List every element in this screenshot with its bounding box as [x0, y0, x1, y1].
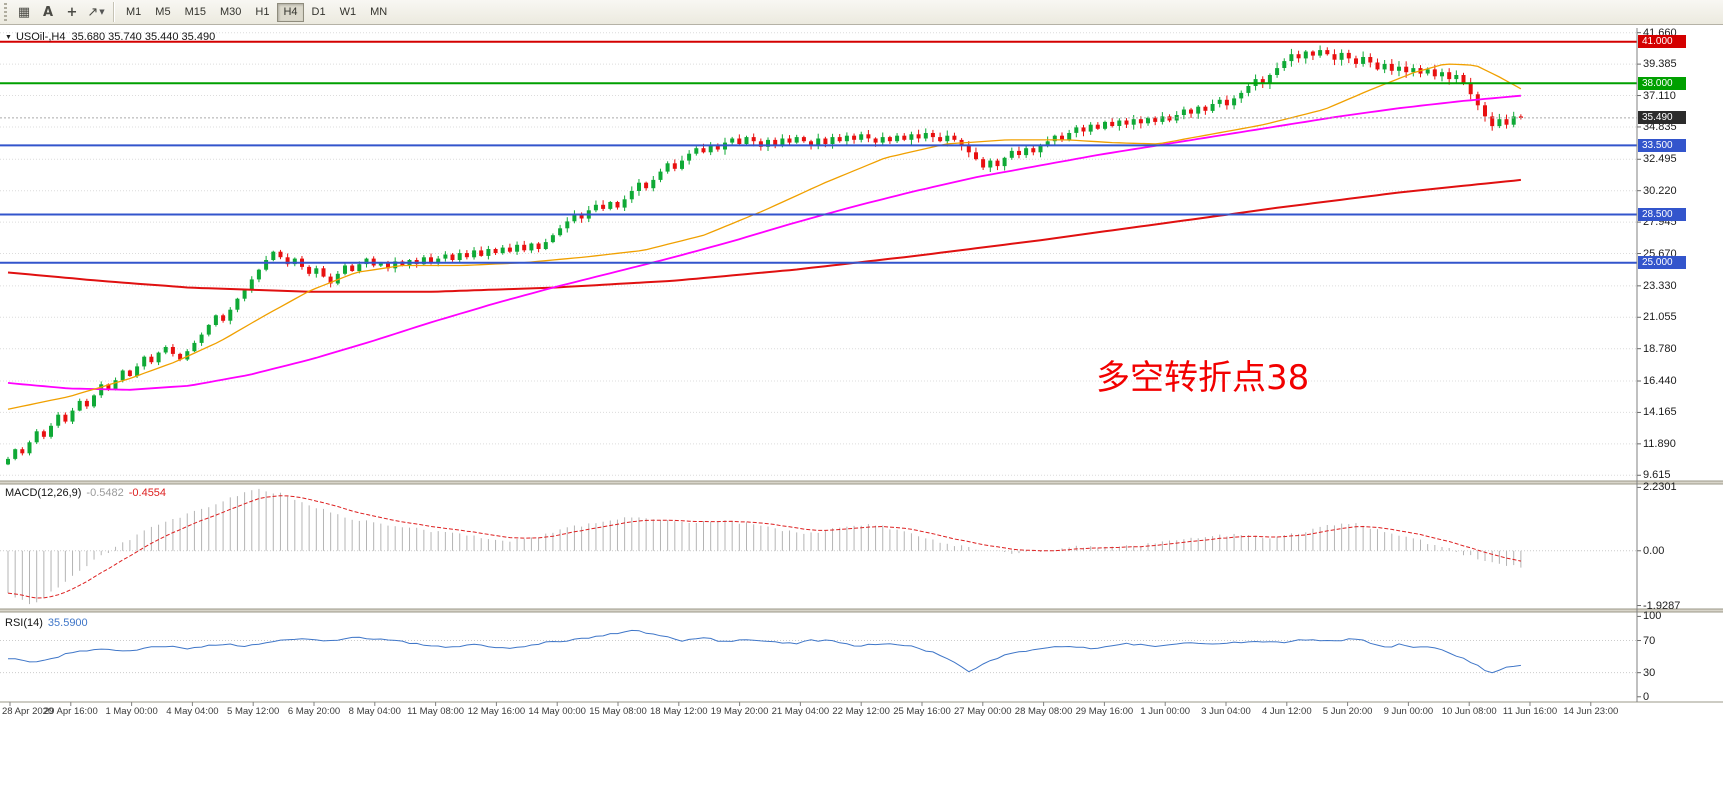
timeframe-button-m1[interactable]: M1 — [120, 3, 147, 22]
chart-window: 41.660 39.385 37.110 34.835 32.495 30.220 27.9… — [0, 26, 1723, 794]
chart-title: ▼ USOil-,H4 35.680 35.740 35.440 35.490 — [5, 31, 215, 43]
main-chart-area[interactable] — [0, 28, 1637, 481]
chart-ohlc-values: 35.680 35.740 35.440 35.490 — [71, 31, 216, 43]
chevron-down-icon: ▼ — [99, 7, 105, 16]
time-axis[interactable] — [0, 702, 1723, 794]
timeframe-button-m5[interactable]: M5 — [149, 3, 176, 22]
macd-name: MACD(12,26,9) — [5, 487, 82, 499]
line-tools-icon: ↗ — [87, 4, 99, 20]
timeframe-toolbar: M1 M5 M15 M30 H1 H4 D1 W1 MN — [120, 2, 393, 22]
macd-signal-line — [7, 495, 1522, 599]
timeframe-button-h4[interactable]: H4 — [277, 2, 304, 22]
rsi-panel-area[interactable] — [0, 614, 1637, 700]
rsi-line — [7, 629, 1521, 674]
rsi-label: RSI(14) 35.5900 — [5, 617, 93, 629]
toolbar-separator — [113, 2, 115, 22]
panel-separator[interactable] — [0, 481, 1723, 484]
ma-mid-line — [7, 94, 1521, 391]
macd-main-value: -0.5482 — [86, 487, 124, 499]
timeframe-button-mn[interactable]: MN — [364, 3, 393, 22]
line-tools-dropdown[interactable]: ↗▼ — [84, 2, 108, 23]
chart-symbol-period: USOil-,H4 — [15, 31, 66, 43]
chart-annotation-text[interactable]: 多空转折点38 — [1096, 358, 1310, 398]
bar-chart-icon[interactable]: ▦ — [12, 2, 36, 23]
macd-signal-value: -0.4554 — [128, 487, 167, 499]
timeframe-button-m15[interactable]: M15 — [179, 3, 212, 22]
text-label-icon[interactable]: A — [36, 2, 60, 23]
price-axis[interactable] — [1637, 28, 1723, 702]
candlesticks — [6, 45, 1523, 466]
ma-fast-line — [7, 63, 1522, 410]
toolbar: ▦ A + ↗▼ M1 M5 M15 M30 H1 H4 D1 W1 MN — [0, 0, 1723, 25]
chart-canvas[interactable] — [0, 26, 1723, 794]
price-gridlines — [0, 32, 1641, 476]
timeframe-button-d1[interactable]: D1 — [306, 3, 332, 22]
macd-histogram — [7, 488, 1522, 605]
crosshair-icon[interactable]: + — [60, 2, 84, 23]
timeframe-button-m30[interactable]: M30 — [214, 3, 247, 22]
ma-slow-line — [7, 178, 1522, 293]
one-click-trading-arrow-icon[interactable]: ▼ — [5, 34, 12, 41]
timeframe-button-h1[interactable]: H1 — [249, 3, 275, 22]
rsi-name: RSI(14) — [5, 617, 43, 629]
macd-label: MACD(12,26,9) -0.5482 -0.4554 — [5, 487, 171, 499]
panel-separator[interactable] — [0, 609, 1723, 612]
toolbar-gripper[interactable] — [4, 3, 7, 21]
timeframe-button-w1[interactable]: W1 — [334, 3, 363, 22]
rsi-value: 35.5900 — [47, 617, 88, 629]
